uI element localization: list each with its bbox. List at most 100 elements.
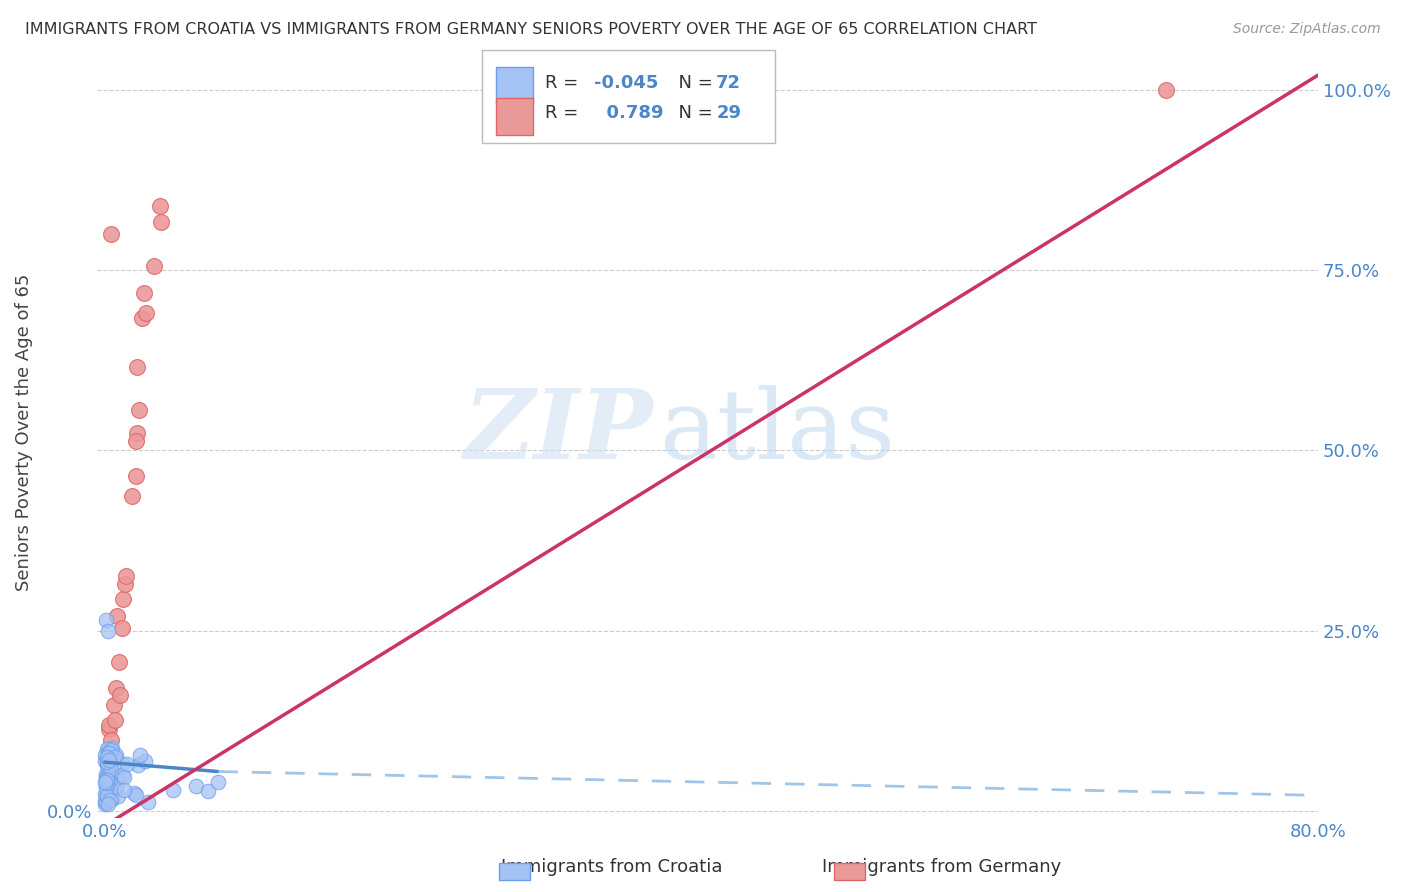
Point (111, 592, 134, 607)
Point (121, 489, 143, 503)
Point (112, 770, 135, 784)
Point (100, 771, 122, 785)
Point (149, 199, 172, 213)
Point (143, 259, 166, 273)
Point (96, 770, 118, 784)
Point (97, 722, 120, 736)
Text: 29: 29 (716, 104, 741, 122)
Point (97, 771, 120, 785)
Point (107, 789, 129, 804)
Point (125, 434, 148, 448)
Point (122, 786, 145, 800)
Point (132, 285, 155, 300)
Point (100, 743, 122, 757)
Point (94, 788, 117, 802)
Point (100, 771, 122, 785)
Point (100, 732, 122, 747)
Point (96, 772, 118, 787)
Point (94, 767, 117, 781)
Point (97, 751, 120, 765)
Point (125, 469, 148, 483)
Point (1156, 82, 1178, 96)
Point (128, 747, 150, 762)
Text: N =: N = (668, 73, 718, 92)
Y-axis label: Seniors Poverty Over the Age of 65: Seniors Poverty Over the Age of 65 (15, 274, 32, 591)
Point (162, 782, 184, 797)
Point (115, 756, 138, 771)
Point (104, 750, 127, 764)
Text: IMMIGRANTS FROM CROATIA VS IMMIGRANTS FROM GERMANY SENIORS POVERTY OVER THE AGE : IMMIGRANTS FROM CROATIA VS IMMIGRANTS FR… (25, 22, 1038, 37)
Point (97, 742, 120, 756)
Point (97, 789, 120, 804)
Point (112, 783, 135, 797)
Point (94, 789, 117, 804)
Text: R =: R = (546, 73, 585, 92)
Point (96, 789, 118, 803)
Point (93, 775, 115, 789)
Point (96, 779, 118, 793)
Point (96, 751, 118, 765)
Point (96, 756, 118, 770)
Text: Immigrants from Croatia: Immigrants from Croatia (501, 858, 723, 876)
Point (96, 776, 118, 790)
Point (125, 789, 148, 803)
Point (105, 609, 128, 624)
Point (96, 758, 118, 772)
Point (98, 753, 121, 767)
Point (207, 775, 229, 789)
Point (127, 757, 149, 772)
Point (96, 759, 118, 773)
Text: ZIP: ZIP (463, 385, 652, 479)
Point (97, 769, 120, 783)
Point (94, 779, 117, 793)
Point (100, 766, 122, 780)
Point (101, 751, 124, 765)
Point (128, 402, 150, 417)
Point (97, 757, 120, 772)
Point (96, 780, 118, 795)
Point (197, 784, 219, 798)
Point (96, 613, 118, 627)
Point (107, 655, 129, 669)
Point (98, 718, 121, 732)
Text: Source: ZipAtlas.com: Source: ZipAtlas.com (1233, 22, 1381, 37)
Point (94, 797, 117, 811)
Point (114, 577, 136, 591)
Point (104, 713, 127, 727)
Point (94, 754, 117, 768)
Point (94, 772, 117, 787)
Point (97, 788, 120, 802)
Point (96, 755, 118, 769)
Point (97, 763, 120, 777)
Point (125, 360, 148, 375)
Point (98, 783, 121, 797)
Point (97, 773, 120, 788)
Point (115, 569, 138, 583)
Point (100, 763, 122, 777)
Point (97, 797, 120, 811)
Point (97, 624, 120, 638)
FancyBboxPatch shape (496, 67, 533, 104)
Point (110, 768, 132, 782)
Point (104, 681, 127, 695)
Point (97, 746, 120, 760)
Point (111, 622, 134, 636)
Point (97, 778, 120, 792)
Point (94, 747, 117, 762)
Text: 72: 72 (716, 73, 741, 92)
Point (105, 770, 128, 784)
Point (96, 752, 118, 766)
Text: atlas: atlas (659, 385, 894, 479)
Point (108, 689, 131, 703)
Point (96, 795, 118, 809)
Point (98, 756, 121, 770)
Point (96, 749, 118, 764)
Text: Immigrants from Germany: Immigrants from Germany (823, 858, 1062, 876)
Point (184, 779, 207, 793)
Point (103, 698, 125, 713)
Point (134, 754, 156, 768)
Point (149, 214, 172, 228)
Point (111, 756, 134, 771)
Point (97, 747, 120, 761)
Point (131, 311, 153, 326)
